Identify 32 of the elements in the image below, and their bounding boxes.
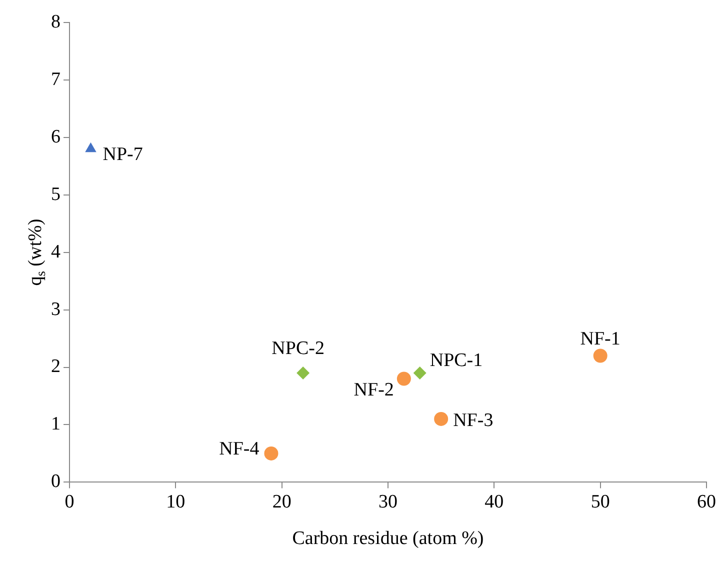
annotation: NF-3 <box>453 410 494 431</box>
point <box>434 412 448 426</box>
point <box>413 366 426 380</box>
x-tick-label: 60 <box>697 492 716 513</box>
y-tick-label: 2 <box>51 356 60 378</box>
y-tick-label: 7 <box>51 68 60 90</box>
x-tick-label: 30 <box>378 492 398 513</box>
annotation: NF-1 <box>580 328 620 350</box>
x-axis-title: Carbon residue (atom %) <box>292 528 484 549</box>
y-tick-label: 1 <box>51 414 60 435</box>
annotation: NP-7 <box>102 144 143 165</box>
annotation: NF-4 <box>219 438 260 460</box>
point <box>396 372 411 386</box>
x-tick-label: 50 <box>590 492 610 513</box>
x-tick-label: 0 <box>64 492 74 513</box>
y-tick-label: 0 <box>51 471 60 492</box>
x-tick-label: 10 <box>166 492 186 513</box>
y-tick-label: 3 <box>51 298 60 320</box>
x-tick-label: 20 <box>272 492 292 513</box>
y-tick-label: 6 <box>51 126 60 148</box>
annotation: NF-2 <box>354 380 394 401</box>
y-tick-label: 5 <box>51 184 60 205</box>
point <box>593 348 608 363</box>
point <box>296 366 310 380</box>
point <box>85 142 96 152</box>
y-tick-label: 8 <box>51 11 60 32</box>
x-tick-label: 40 <box>484 492 504 513</box>
annotation: NPC-2 <box>272 338 324 359</box>
annotation: NPC-1 <box>430 350 483 371</box>
point <box>264 446 278 460</box>
y-tick-label: 4 <box>51 241 61 262</box>
y-axis-title: qs (wt%) <box>24 218 48 286</box>
